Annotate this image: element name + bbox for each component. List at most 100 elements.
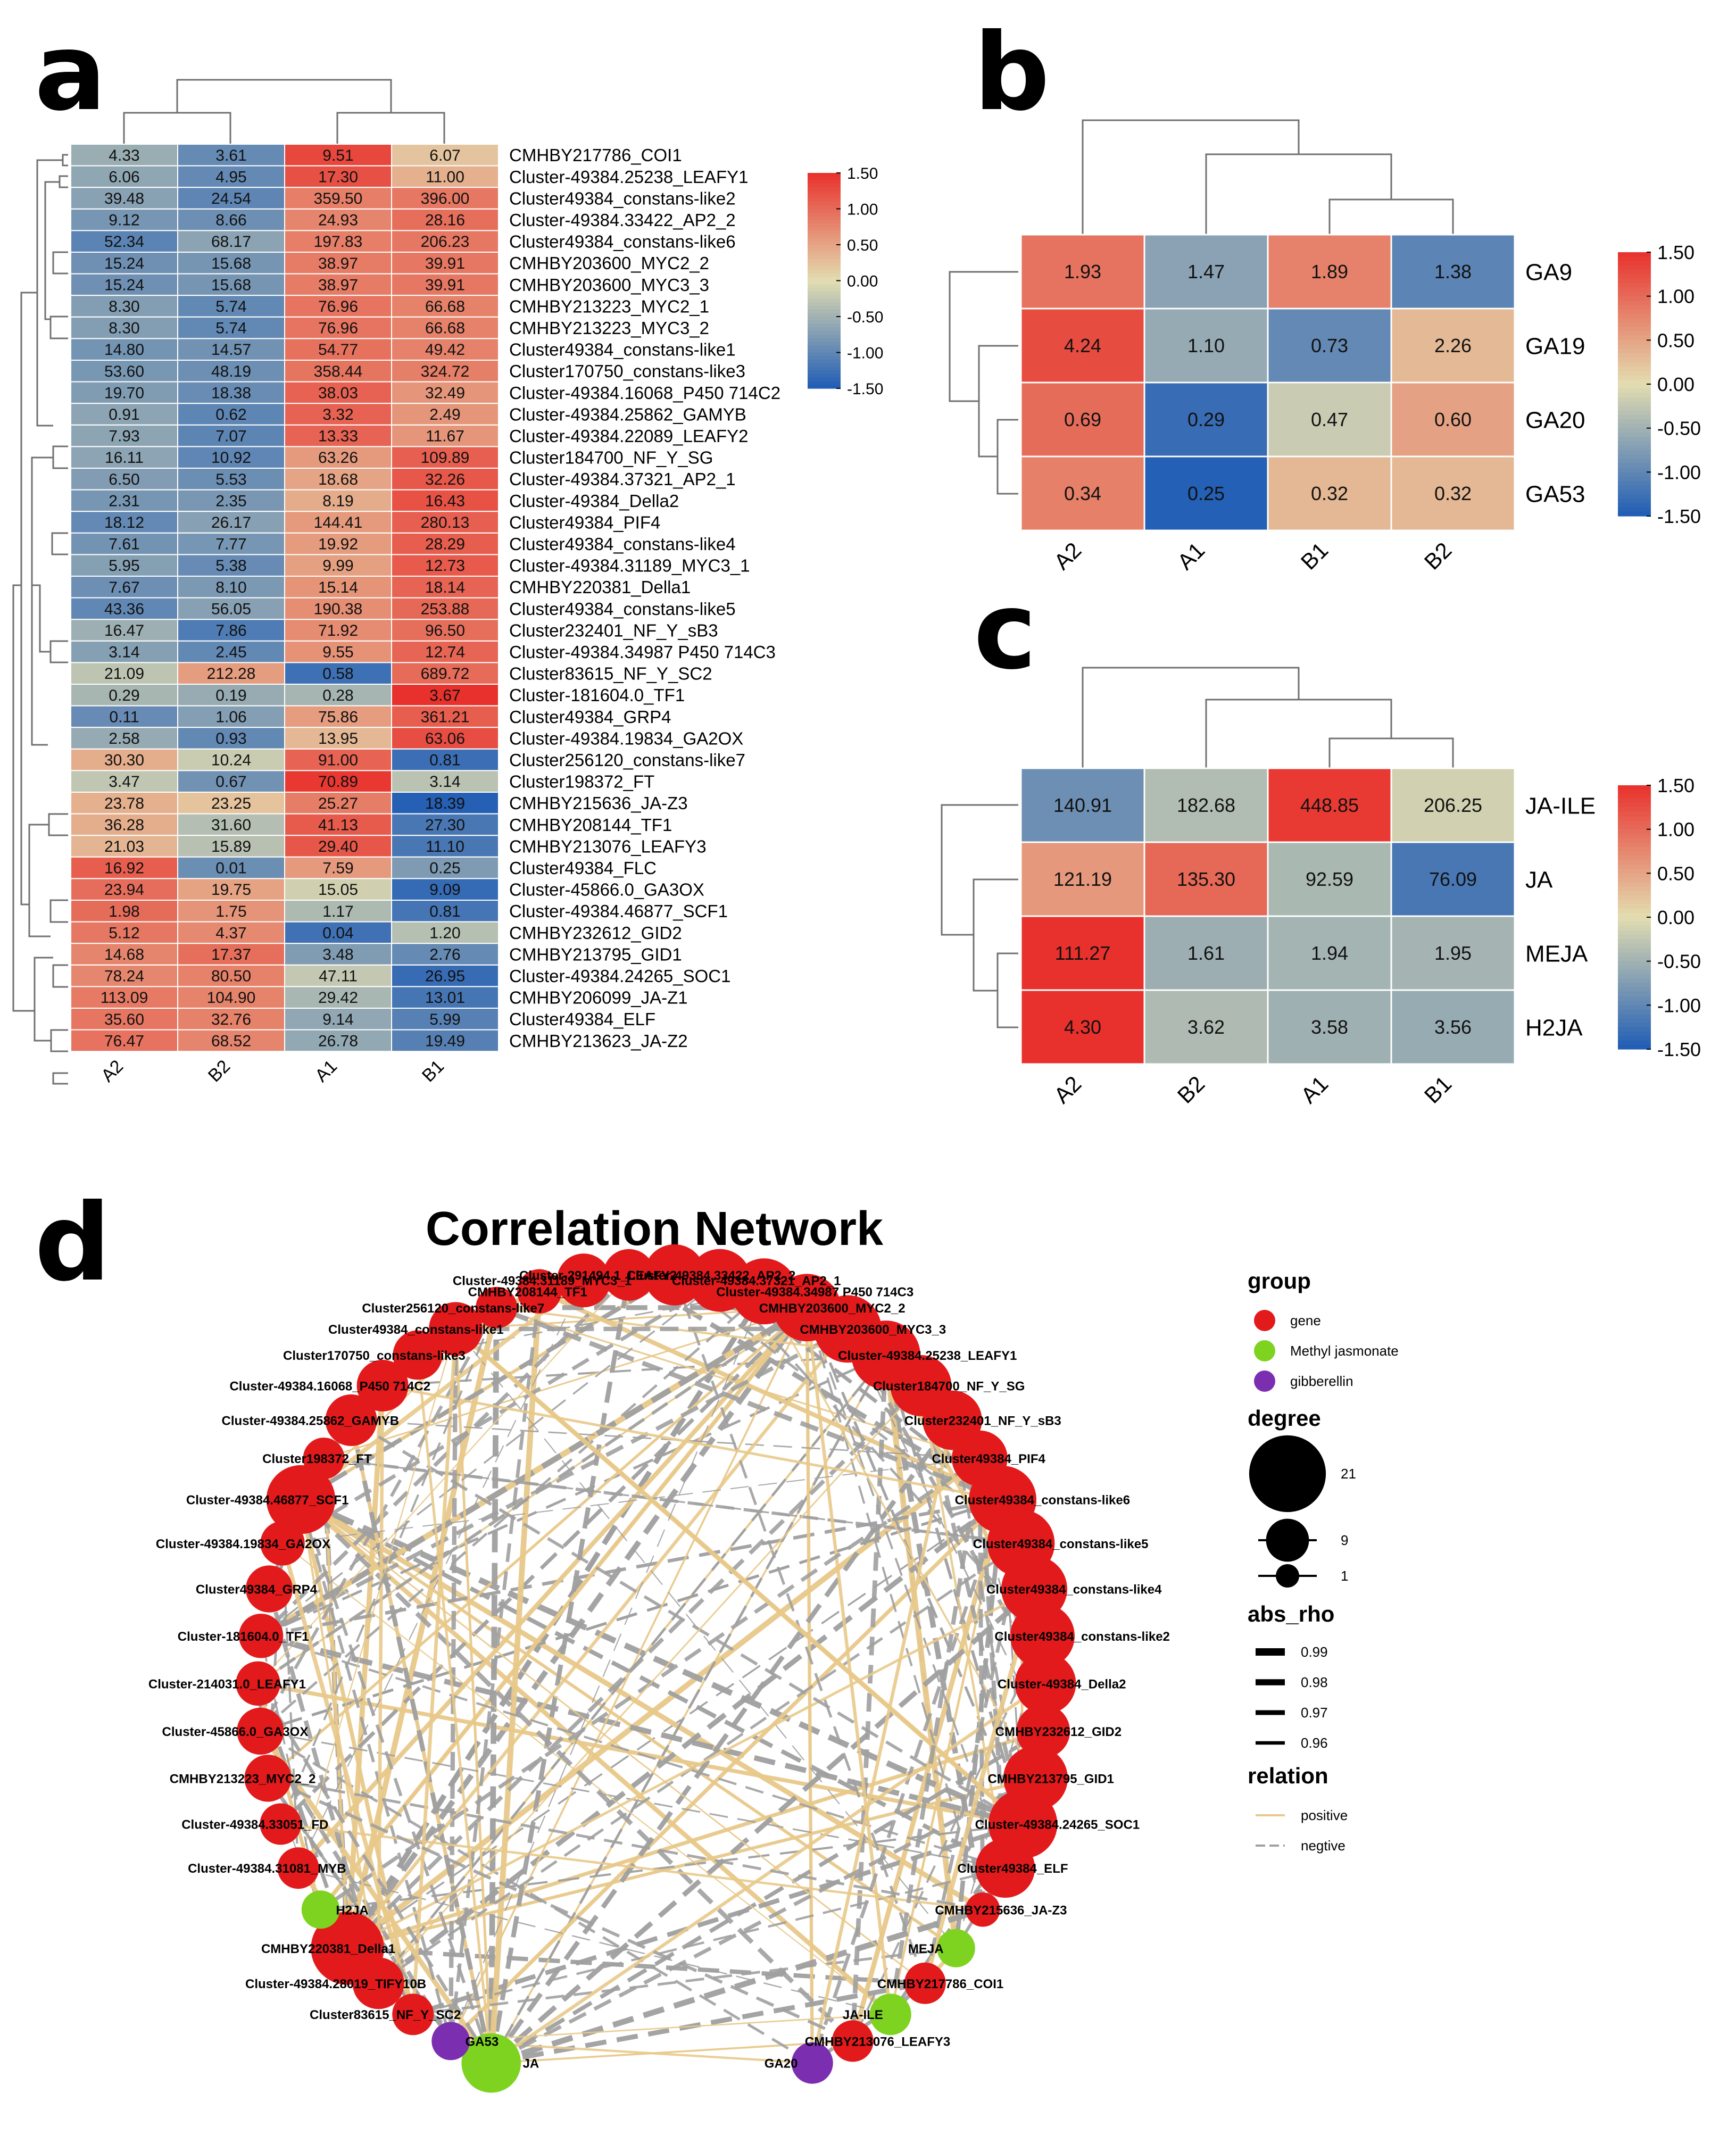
cell-value: 19.49: [425, 1032, 465, 1050]
colorbar-segment: [1618, 820, 1651, 825]
heat-cell: [391, 230, 499, 253]
network-node-label: Cluster49384_GRP4: [196, 1583, 318, 1597]
colorbar-segment: [1618, 459, 1651, 464]
negative-edge: [888, 1458, 982, 2015]
cell-value: 71.92: [318, 622, 358, 639]
colorbar-segment: [1618, 846, 1651, 852]
colorbar-segment: [808, 245, 841, 249]
network-node-label: Cluster83615_NF_Y_SC2: [310, 2008, 461, 2022]
heat-cell: [1143, 234, 1269, 310]
negative-edge: [490, 1354, 887, 2064]
cell-value: 15.68: [211, 276, 251, 294]
heat-cell: [391, 511, 499, 534]
negative-edge: [805, 1307, 1024, 1825]
cell-value: 75.86: [318, 708, 358, 726]
cell-value: 17.37: [211, 946, 251, 963]
network-node-label: GA20: [765, 2057, 798, 2071]
row-dendrogram: [941, 804, 1018, 936]
cell-value: 9.12: [109, 212, 139, 229]
cell-value: 140.91: [1053, 794, 1112, 816]
colorbar-segment: [808, 320, 841, 325]
row-label: Cluster-49384.25238_LEAFY1: [509, 167, 748, 187]
colorbar-segment: [1618, 1023, 1651, 1028]
colorbar-segment: [1618, 948, 1651, 953]
colorbar-segment: [808, 184, 841, 188]
colorbar-segment: [1618, 274, 1651, 279]
heat-cell: [1390, 308, 1516, 384]
heat-cell: [1390, 455, 1516, 531]
heatmap-c-row-labels: JA-ILE JA MEJA H2JA: [1525, 793, 1596, 1041]
heat-cell: [391, 252, 499, 275]
cell-value: 0.47: [1311, 409, 1348, 430]
legend-degree-dot: [1249, 1435, 1326, 1513]
colorbar-segment: [808, 374, 841, 378]
heat-cell: [284, 813, 392, 836]
negative-edge: [346, 1384, 923, 1950]
colorbar-segment: [1618, 921, 1651, 927]
cell-value: 11.10: [426, 838, 464, 855]
negative-edge: [412, 1867, 1006, 2016]
colorbar-segment: [1618, 379, 1651, 385]
cell-value: 21.09: [104, 665, 144, 683]
negative-edge: [977, 1458, 985, 1910]
row-label: Cluster49384_GRP4: [509, 707, 671, 727]
network-node: [303, 1438, 345, 1480]
heat-cell: [70, 684, 178, 707]
colorbar-segment: [1618, 428, 1651, 433]
colorbar-segment: [1618, 414, 1651, 420]
colorbar-segment: [1618, 256, 1651, 262]
colorbar-segment: [1618, 353, 1651, 358]
negative-edge: [281, 1278, 721, 1545]
cell-value: 28.16: [425, 212, 465, 229]
cell-value: 5.99: [429, 1011, 460, 1028]
cell-value: 0.19: [215, 687, 246, 704]
cell-value: 2.58: [109, 730, 139, 747]
cell-value: 36.28: [104, 816, 144, 834]
cell-value: 15.68: [211, 255, 251, 272]
colorbar-segment: [1618, 1018, 1651, 1023]
heat-cell: [70, 619, 178, 642]
heat-cell: [391, 424, 499, 447]
negative-edge: [490, 1729, 1044, 2065]
negative-edge: [267, 1776, 854, 2043]
negative-edge: [282, 1458, 980, 1544]
colorbar-segment: [808, 280, 841, 285]
cell-value: 19.92: [318, 536, 358, 553]
colorbar-segment: [1618, 292, 1651, 297]
colorbar-tick-label: -1.00: [1657, 461, 1701, 483]
colorbar-tick-label: 1.00: [1657, 819, 1695, 841]
colorbar-segment: [808, 259, 841, 263]
cell-value: 19.70: [104, 384, 144, 402]
cell-value: 39.91: [425, 255, 465, 272]
row-label: Cluster256120_constans-like7: [509, 750, 745, 770]
heat-cell: [284, 532, 392, 555]
colorbar-segment: [808, 198, 841, 202]
cell-value: 7.93: [109, 428, 139, 445]
positive-edge: [300, 1499, 380, 1984]
cell-value: 26.78: [318, 1032, 358, 1050]
row-label: Cluster-49384_Della2: [509, 491, 679, 511]
row-label: CMHBY220381_Della1: [509, 577, 691, 597]
cell-value: 14.57: [211, 341, 251, 359]
cell-value: 5.95: [109, 557, 139, 575]
negative-edge: [256, 1682, 493, 2064]
legend-label: gibberellin: [1290, 1373, 1353, 1389]
cell-value: 5.53: [215, 471, 246, 488]
network-node-label: CMHBY213076_LEAFY3: [805, 2034, 950, 2049]
network-node-label: Cluster198372_FT: [262, 1452, 372, 1466]
cell-value: 15.24: [104, 255, 144, 272]
network-node-label: Cluster-49384.33051_FD: [181, 1818, 328, 1832]
colorbar-tick-label: 0.50: [1657, 329, 1695, 351]
cell-value: 96.50: [425, 622, 465, 639]
network-node: [356, 1359, 409, 1411]
heat-cell: [177, 165, 285, 188]
colorbar-segment: [1618, 904, 1651, 909]
cell-value: 21.03: [104, 838, 144, 855]
heat-cell: [391, 835, 499, 858]
cell-value: 8.10: [215, 579, 246, 596]
row-dendrogram: [28, 824, 51, 937]
colorbar-segment: [1618, 930, 1651, 935]
network-node: [832, 2020, 874, 2062]
heat-cell: [284, 856, 392, 879]
row-label: Cluster-49384.46877_SCF1: [509, 901, 728, 921]
